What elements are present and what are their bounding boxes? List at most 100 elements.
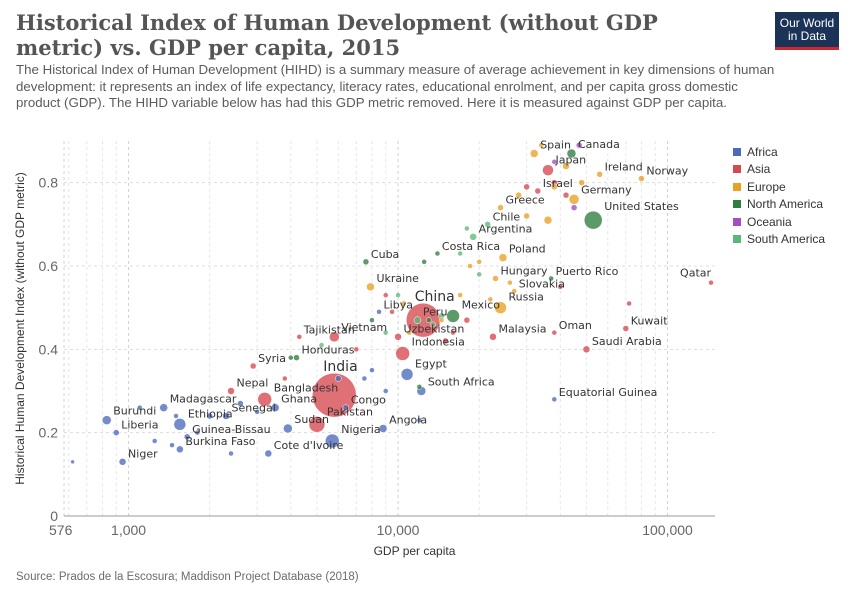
point-label: Nigeria [341, 423, 380, 436]
point-label: Uzbekistan [404, 322, 465, 335]
point-label: Tajikistan [303, 323, 355, 336]
data-point [596, 171, 603, 178]
legend: Africa Asia Europe North America Oceania Sout… [733, 143, 825, 248]
x-tick-label: 100,000 [642, 522, 693, 538]
point-label: Bangladesh [274, 381, 339, 394]
data-point [353, 346, 360, 353]
data-point [112, 429, 120, 436]
point-label: Egypt [415, 357, 447, 370]
data-point [369, 317, 375, 323]
y-tick-label: 0 [50, 508, 58, 524]
point-label: Ghana [281, 393, 317, 406]
data-point [254, 409, 260, 415]
data-point [551, 329, 558, 336]
point-label: Madagascar [170, 393, 237, 406]
data-point [562, 191, 570, 199]
data-point [228, 450, 234, 457]
data-point [222, 412, 230, 420]
data-point [282, 375, 288, 382]
source-note[interactable]: Source: Prados de la Escosura; Maddison … [16, 571, 359, 583]
data-point [382, 388, 389, 394]
point-label: Congo [351, 394, 386, 407]
data-point [237, 400, 244, 407]
data-point [476, 271, 482, 278]
data-point [529, 149, 539, 158]
data-point [382, 329, 389, 336]
data-point [249, 362, 257, 370]
data-point [438, 317, 445, 323]
data-point [523, 212, 530, 220]
data-point [548, 275, 554, 282]
point-label: Liberia [121, 419, 158, 432]
data-point [511, 288, 518, 294]
data-point [551, 183, 558, 191]
legend-item[interactable]: North America [733, 196, 825, 214]
x-tick-label: 10,000 [377, 522, 420, 538]
y-tick-label: 0.4 [39, 341, 59, 357]
logo-line-2: in Data [787, 29, 827, 43]
point-label: South Africa [428, 376, 495, 389]
data-point [264, 449, 273, 458]
data-point [570, 204, 578, 211]
data-point [534, 187, 542, 195]
point-label: Spain [540, 139, 571, 152]
point-label: Syria [258, 352, 286, 365]
data-point [523, 183, 530, 191]
y-tick-label: 0.2 [39, 425, 59, 441]
point-label: Nepal [237, 377, 269, 390]
data-point [464, 225, 470, 232]
data-point [484, 221, 491, 228]
data-point [463, 316, 471, 324]
data-point [366, 282, 375, 292]
data-point [270, 403, 280, 412]
data-point [562, 162, 570, 170]
point-label: Niger [128, 447, 158, 460]
data-point [335, 375, 342, 382]
data-point [430, 321, 436, 328]
data-point [583, 210, 603, 230]
legend-swatch [733, 147, 741, 156]
chart-subtitle: The Historical Index of Human Developmen… [16, 62, 775, 110]
point-label: Pakistan [327, 405, 373, 418]
data-point [497, 204, 504, 211]
point-label: Japan [554, 154, 586, 167]
point-label: India [323, 359, 357, 375]
x-axis-label: GDP per capita [374, 544, 456, 558]
legend-swatch [733, 200, 741, 209]
legend-label: North America [747, 197, 824, 212]
point-label: Burundi [113, 405, 156, 418]
data-point [457, 250, 463, 257]
data-point [394, 333, 402, 341]
legend-item[interactable]: Asia [733, 161, 825, 179]
point-label: Cuba [371, 248, 399, 261]
point-label: Hungary [501, 265, 548, 278]
point-label: Angola [389, 414, 427, 427]
legend-item[interactable]: Oceania [733, 213, 825, 231]
point-label: Argentina [479, 222, 533, 235]
point-label: Indonesia [412, 336, 465, 349]
data-point [206, 412, 213, 420]
data-point [325, 433, 340, 449]
point-label: Guinea-Bissau [192, 423, 270, 436]
point-label: Sudan [294, 413, 329, 426]
chart-title: Historical Index of Human Development (w… [16, 10, 658, 60]
data-point [542, 164, 554, 176]
data-point [578, 179, 585, 186]
legend-item[interactable]: Europe [733, 178, 825, 196]
data-point [159, 403, 168, 412]
data-point [395, 292, 401, 298]
data-point [389, 309, 395, 315]
data-point [476, 259, 482, 265]
point-label: Peru [423, 306, 448, 319]
point-label: Puerto Rico [556, 265, 619, 278]
x-tick-label: 576 [49, 522, 73, 538]
legend-item[interactable]: South America [733, 231, 825, 249]
data-point [498, 253, 508, 262]
owid-logo[interactable]: Our World in Data [775, 12, 839, 50]
legend-swatch [733, 217, 741, 226]
data-point [227, 387, 235, 395]
legend-item[interactable]: Africa [733, 143, 825, 161]
point-label: Canada [578, 138, 620, 151]
point-label: Equatorial Guinea [559, 386, 658, 399]
